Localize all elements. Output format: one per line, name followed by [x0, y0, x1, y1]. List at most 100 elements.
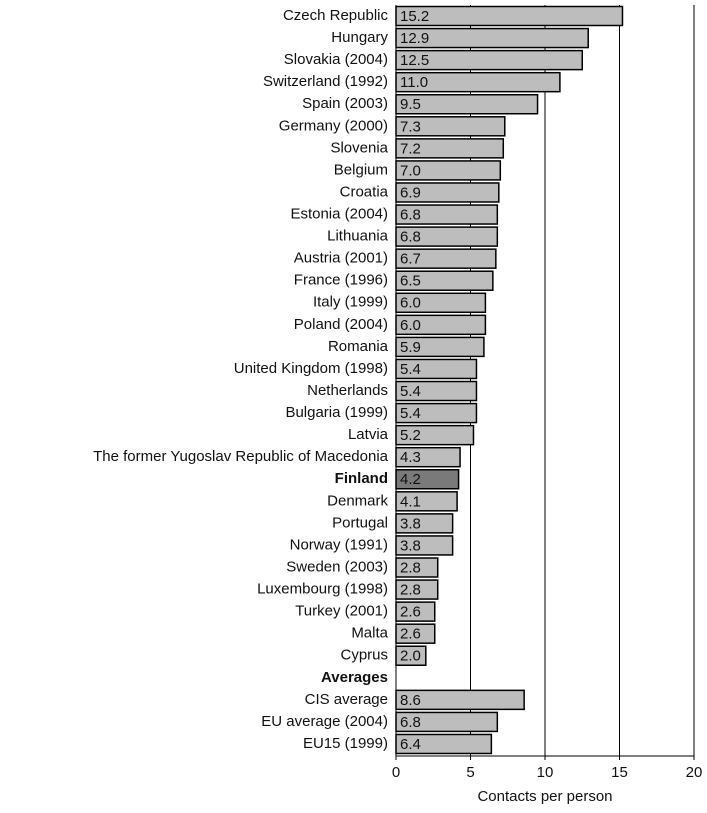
value-label: 4.2: [400, 471, 421, 488]
bar: [395, 711, 499, 733]
value-label: 2.8: [400, 582, 421, 599]
bar: [395, 491, 458, 512]
value-label: 4.3: [400, 449, 421, 466]
bar: [395, 733, 493, 755]
bar: [395, 402, 478, 424]
bar: [395, 160, 502, 181]
bar: [395, 513, 454, 534]
y-tick-label: Romania: [328, 338, 389, 355]
y-tick-label: Portugal: [332, 514, 388, 531]
y-tick-label: EU average (2004): [261, 713, 388, 730]
value-label: 5.4: [400, 383, 421, 400]
value-label: 12.5: [400, 52, 429, 69]
value-label: 8.6: [400, 692, 421, 709]
bar: [395, 645, 427, 666]
y-tick-label: France (1996): [294, 272, 388, 289]
value-label: 6.8: [400, 714, 421, 731]
bar: [395, 5, 624, 27]
bar: [395, 116, 506, 137]
value-label: 5.4: [400, 361, 421, 378]
bar: [395, 292, 487, 314]
bar: [395, 182, 500, 203]
x-tick-label: 10: [537, 764, 554, 781]
y-tick-label: Bulgaria (1999): [285, 404, 388, 421]
value-label: 6.9: [400, 184, 421, 201]
y-tick-label: United Kingdom (1998): [234, 360, 388, 377]
bar: [395, 446, 461, 468]
value-label: 6.7: [400, 251, 421, 268]
y-tick-label: Cyprus: [340, 647, 388, 664]
y-tick-label: Slovenia: [330, 139, 388, 156]
y-tick-label: Italy (1999): [313, 294, 388, 311]
value-label: 3.8: [400, 515, 421, 532]
bar: [395, 380, 478, 402]
value-label: 7.3: [400, 118, 421, 135]
y-tick-label: Averages: [321, 669, 388, 686]
y-tick-label: Norway (1991): [290, 536, 388, 553]
y-tick-label: Croatia: [340, 183, 389, 200]
bar: [395, 623, 436, 644]
bar: [395, 336, 485, 358]
y-tick-label: Latvia: [348, 426, 389, 443]
y-tick-label: Poland (2004): [294, 316, 388, 333]
value-label: 7.0: [400, 162, 421, 179]
bar: [395, 71, 561, 93]
value-label: 2.0: [400, 648, 421, 665]
y-tick-label: Finland: [335, 470, 388, 487]
y-tick-label: Hungary: [331, 29, 388, 46]
bar: [395, 27, 589, 49]
value-label: 5.9: [400, 339, 421, 356]
value-label: 6.0: [400, 295, 421, 312]
value-label: 6.4: [400, 736, 421, 753]
value-label: 3.8: [400, 537, 421, 554]
y-tick-label: Spain (2003): [302, 95, 388, 112]
value-label: 2.6: [400, 604, 421, 621]
value-label: 2.8: [400, 559, 421, 576]
bar: [395, 535, 454, 556]
y-tick-label: Switzerland (1992): [263, 73, 388, 90]
y-tick-label: The former Yugoslav Republic of Macedoni…: [93, 448, 389, 465]
y-tick-label: Estonia (2004): [290, 206, 388, 223]
y-tick-label: CIS average: [305, 691, 388, 708]
value-label: 11.0: [400, 74, 428, 91]
value-label: 7.2: [400, 140, 421, 157]
bar: [395, 557, 439, 578]
bar: [395, 579, 439, 600]
y-tick-label: Slovakia (2004): [284, 51, 388, 68]
bar: [395, 226, 499, 247]
y-tick-label: Sweden (2003): [286, 558, 388, 575]
x-tick-label: 5: [466, 764, 474, 781]
y-tick-label: Austria (2001): [294, 250, 388, 267]
value-label: 4.1: [400, 493, 421, 510]
y-tick-label: Turkey (2001): [295, 603, 388, 620]
y-tick-label: Belgium: [334, 161, 388, 178]
bar: [395, 314, 487, 336]
value-label: 6.5: [400, 273, 421, 290]
y-tick-label: Czech Republic: [283, 7, 389, 24]
value-label: 6.8: [400, 229, 421, 246]
bar: [395, 270, 494, 291]
y-tick-label: Germany (2000): [279, 117, 388, 134]
y-tick-label: EU15 (1999): [303, 735, 388, 752]
bar: [395, 248, 497, 269]
x-tick-label: 0: [392, 764, 400, 781]
value-label: 6.0: [400, 317, 421, 334]
bar: [395, 469, 460, 490]
value-label: 6.8: [400, 207, 421, 224]
bar: [395, 93, 539, 115]
value-label: 12.9: [400, 30, 429, 47]
y-tick-label: Netherlands: [307, 382, 388, 399]
value-label: 5.2: [400, 427, 421, 444]
value-label: 5.4: [400, 405, 421, 422]
y-tick-label: Lithuania: [327, 228, 389, 245]
value-label: 2.6: [400, 626, 421, 643]
bar: [395, 138, 505, 159]
bar: [395, 424, 475, 446]
x-tick-label: 20: [686, 764, 703, 781]
bar: [395, 689, 525, 711]
value-label: 15.2: [400, 8, 429, 25]
y-tick-label: Malta: [351, 625, 388, 642]
bar: [395, 358, 478, 380]
value-label: 9.5: [400, 96, 421, 113]
